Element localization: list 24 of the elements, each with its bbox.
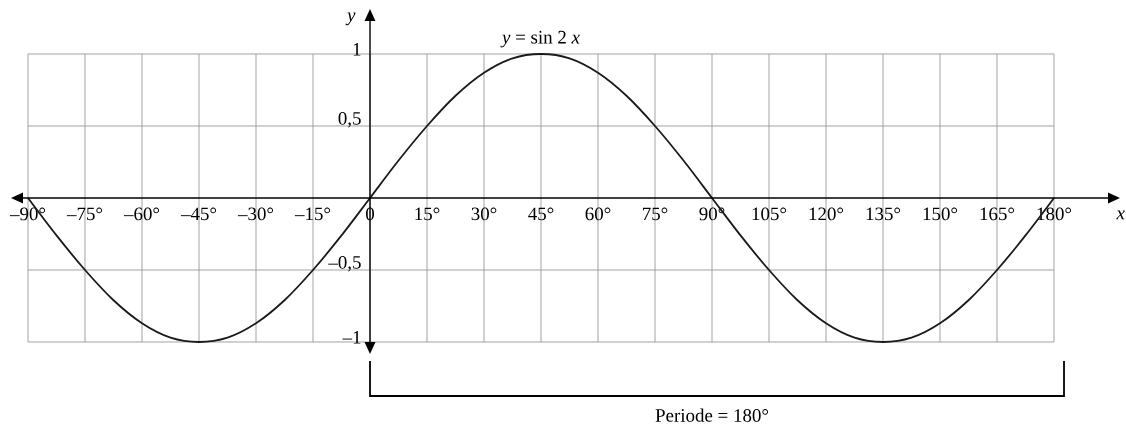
annotation: y = sin 2 x <box>500 30 580 48</box>
y-tick-label: –1 <box>342 330 361 344</box>
x-tick-label: –30° <box>237 207 274 221</box>
x-tick-label: 75° <box>643 207 668 221</box>
x-tick-label: 150° <box>923 207 958 221</box>
x-tick-label: 60° <box>585 207 611 221</box>
x-tick-label: –60° <box>123 207 160 221</box>
y-tick-label: –0,5 <box>328 255 361 272</box>
x-tick-label: 45° <box>528 207 554 221</box>
x-tick-label: 105° <box>752 207 787 221</box>
x-tick-label: 165° <box>980 207 1015 221</box>
x-tick-label: 90° <box>699 207 725 221</box>
y-tick-label: 0,5 <box>338 111 361 128</box>
x-axis-title: x <box>1116 210 1125 220</box>
x-tick-label: 15° <box>415 207 440 221</box>
x-tick-label: –75° <box>66 207 103 221</box>
x-tick-label: –45° <box>180 207 217 221</box>
x-tick-label: 135° <box>866 207 901 221</box>
y-tick-label: 1 <box>353 42 361 56</box>
y-axis-title: y <box>345 12 356 26</box>
x-tick-label: –15° <box>294 207 331 221</box>
text: Periode = 180° <box>655 408 769 422</box>
x-tick-label: 120° <box>809 207 844 221</box>
x-tick-label: 30° <box>471 207 497 221</box>
